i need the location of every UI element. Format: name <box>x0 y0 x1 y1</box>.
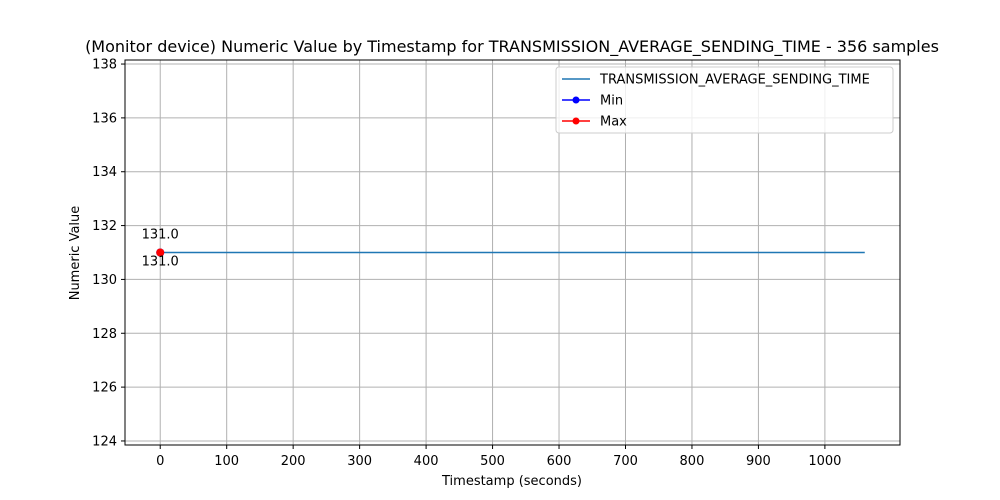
x-tick-label: 800 <box>680 454 705 469</box>
x-tick-label: 500 <box>480 454 505 469</box>
data-label-below: 131.0 <box>142 255 179 270</box>
x-tick-label: 1000 <box>808 454 841 469</box>
x-tick-label: 300 <box>347 454 372 469</box>
data-label-above: 131.0 <box>142 228 179 243</box>
legend-marker <box>572 117 580 125</box>
y-axis-label: Numeric Value <box>68 206 83 301</box>
plot-series <box>156 248 865 257</box>
x-tick-label: 700 <box>613 454 638 469</box>
x-tick-label: 400 <box>414 454 439 469</box>
legend-label: Max <box>600 115 627 130</box>
x-axis-label: Timestamp (seconds) <box>441 474 582 489</box>
x-tick-label: 0 <box>156 454 164 469</box>
x-tick-label: 600 <box>547 454 572 469</box>
y-tick-label: 130 <box>92 273 117 288</box>
y-tick-label: 132 <box>92 219 117 234</box>
legend-box <box>555 66 894 134</box>
legend-label: TRANSMISSION_AVERAGE_SENDING_TIME <box>599 73 870 88</box>
y-tick-label: 126 <box>92 381 117 396</box>
legend: TRANSMISSION_AVERAGE_SENDING_TIME Min Max <box>555 66 894 134</box>
y-tick-label: 138 <box>92 58 117 73</box>
legend-label: Min <box>600 94 623 109</box>
y-tick-label: 134 <box>92 165 117 180</box>
y-tick-label: 124 <box>92 434 117 449</box>
annotations: 131.0 131.0 <box>142 228 179 270</box>
x-tick-label: 200 <box>281 454 306 469</box>
plot-frame <box>124 59 901 446</box>
axis-ticks: 0 100 200 300 400 500 600 700 800 900 1000 124 126 12… <box>92 58 841 469</box>
y-tick-label: 128 <box>92 327 117 342</box>
y-tick-label: 136 <box>92 111 117 126</box>
legend-marker <box>572 96 580 104</box>
x-tick-label: 100 <box>214 454 239 469</box>
max-marker <box>156 248 165 257</box>
chart-title: (Monitor device) Numeric Value by Timest… <box>85 37 939 57</box>
x-tick-label: 900 <box>746 454 771 469</box>
